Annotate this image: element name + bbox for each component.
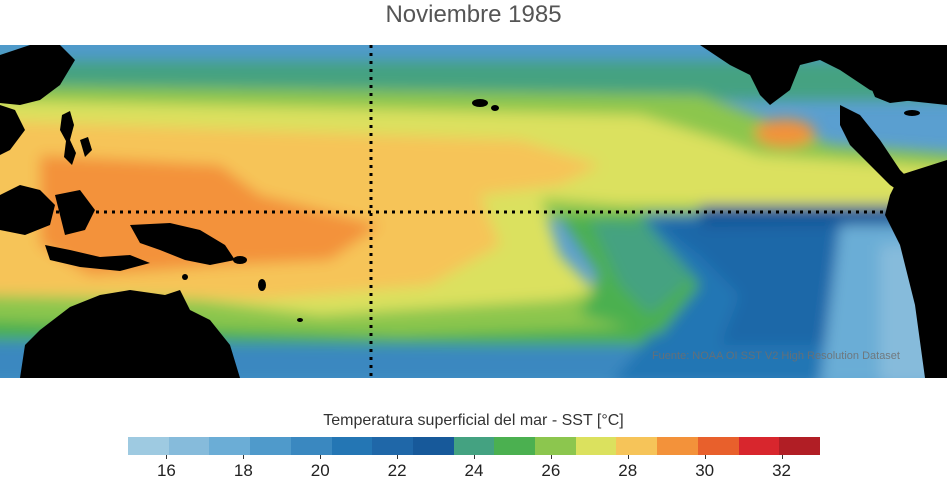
map-title: Noviembre 1985 [385,1,562,28]
colorbar-swatch [128,437,169,455]
colorbar-tick-mark [627,455,629,459]
colorbar-tick-mark [320,455,322,459]
sst-map-canvas [0,45,947,378]
colorbar-tick-mark [243,455,245,459]
colorbar-swatch [209,437,251,455]
colorbar-swatch [250,437,291,455]
colorbar-swatch [535,437,576,455]
colorbar-swatch [331,437,373,455]
colorbar-tick-label: 20 [310,461,330,480]
colorbar-swatch [453,437,495,455]
sst-map: Fuente: NOAA OI SST V2 High Resolution D… [0,45,947,378]
colorbar-tick-mark [474,455,475,459]
colorbar-swatch [697,437,739,455]
colorbar-tick-label: 16 [156,461,176,480]
colorbar-tick-label: 22 [387,461,407,480]
colorbar-tick-mark [781,455,783,459]
colorbar-swatch [372,437,413,455]
colorbar-tick-mark [397,455,399,459]
colorbar-swatch [657,437,698,455]
colorbar-label: Temperatura superficial del mar - SST [°… [323,412,624,429]
colorbar-swatch [494,437,536,455]
colorbar-swatch [412,437,454,455]
colorbar-tick-label: 32 [772,461,791,480]
source-credit: Fuente: NOAA OI SST V2 High Resolution D… [651,350,900,362]
colorbar-swatch [779,437,820,455]
colorbar-tick-label: 30 [695,461,715,480]
sst-field [0,45,947,378]
colorbar-swatch [738,437,780,455]
colorbar-tick-label: 24 [464,461,484,480]
colorbar-tick-label: 18 [233,461,253,480]
colorbar-tick-label: 28 [618,461,638,480]
colorbar-tick-mark [704,455,706,459]
colorbar-swatch [575,437,617,455]
land-mass [0,45,947,378]
colorbar-ticks: 16 18 20 22 24 26 28 30 32 [128,455,820,480]
colorbar-tick-mark [166,455,168,459]
colorbar [128,437,820,455]
colorbar-swatch [616,437,658,455]
colorbar-tick-mark [550,455,552,459]
colorbar-swatch [290,437,332,455]
colorbar-tick-label: 26 [541,461,561,480]
colorbar-swatch [168,437,210,455]
